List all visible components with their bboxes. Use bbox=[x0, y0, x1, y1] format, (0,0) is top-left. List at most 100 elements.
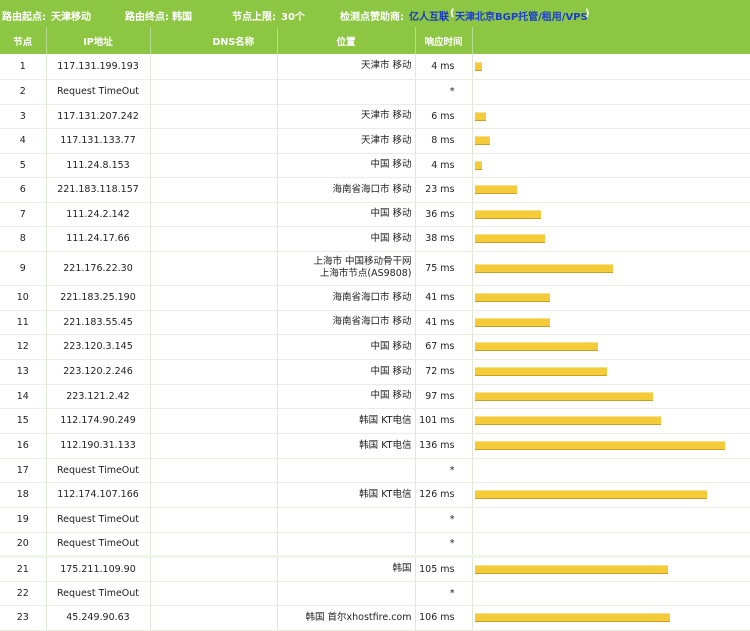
rtt-bar bbox=[474, 564, 668, 574]
location-cell bbox=[277, 581, 416, 606]
hop-cell: 23 bbox=[0, 605, 47, 631]
location-cell: 韩国 KT电信 bbox=[277, 433, 416, 459]
rtt-bar-cell bbox=[472, 384, 750, 409]
ip-cell: 223.120.3.145 bbox=[46, 334, 151, 360]
ip-cell: 117.131.207.242 bbox=[46, 104, 151, 129]
rtt-bar-cell bbox=[472, 202, 750, 227]
rtt-bar-cell bbox=[472, 310, 750, 335]
dns-cell bbox=[150, 334, 278, 360]
location-cell: 中国 移动 bbox=[277, 226, 416, 252]
rtt-bar bbox=[474, 490, 707, 499]
ip-cell: Request TimeOut bbox=[46, 581, 151, 606]
table-row: 15 112.174.90.249 韩国 KT电信 101 ms bbox=[0, 408, 750, 434]
location-line: 中国 移动 bbox=[370, 390, 412, 401]
table-row: 5 111.24.8.153 中国 移动 4 ms bbox=[0, 153, 750, 178]
hop-cell: 21 bbox=[0, 554, 47, 582]
rtt-bar-cell bbox=[472, 334, 750, 360]
rtt-bar-cell bbox=[472, 507, 750, 533]
ip-cell: 45.249.90.63 bbox=[46, 605, 151, 631]
rtt-bar-cell bbox=[472, 285, 750, 311]
rtt-cell: 126 ms bbox=[415, 482, 473, 508]
col-dns-header: DNS名称 bbox=[150, 27, 278, 54]
location-cell bbox=[277, 79, 416, 105]
location-line: 韩国 KT电信 bbox=[359, 488, 412, 500]
rtt-bar-cell bbox=[472, 79, 750, 105]
rtt-bar-cell bbox=[472, 408, 750, 434]
hop-cell: 17 bbox=[0, 458, 47, 483]
dns-cell bbox=[150, 433, 278, 459]
hop-cell: 4 bbox=[0, 128, 47, 154]
rtt-bar bbox=[474, 441, 725, 450]
ip-cell: 223.121.2.42 bbox=[46, 384, 151, 409]
hop-cell: 9 bbox=[0, 251, 47, 286]
rtt-cell: * bbox=[415, 79, 473, 105]
col-chart-header bbox=[472, 27, 750, 54]
rtt-bar-cell bbox=[472, 581, 750, 606]
table-row: 3 117.131.207.242 天津市 移动 6 ms bbox=[0, 104, 750, 129]
sponsor-link[interactable]: 亿人互联 bbox=[409, 12, 449, 23]
ip-cell: 112.174.107.166 bbox=[46, 482, 151, 508]
ip-cell: 221.183.25.190 bbox=[46, 285, 151, 311]
rtt-bar bbox=[474, 613, 670, 622]
origin-value: 天津移动 bbox=[51, 12, 91, 23]
location-cell: 中国 移动 bbox=[277, 359, 416, 385]
table-row: 21 175.211.109.90 韩国 105 ms bbox=[0, 554, 750, 582]
location-cell: 韩国 bbox=[277, 554, 416, 582]
rtt-bar-cell bbox=[472, 54, 750, 80]
location-cell: 海南省海口市 移动 bbox=[277, 310, 416, 335]
rtt-bar bbox=[474, 111, 486, 121]
rtt-bar-cell bbox=[472, 128, 750, 154]
dns-cell bbox=[150, 554, 278, 582]
traceroute-table: 节点 IP地址 DNS名称 位置 响应时间 1 117.131.199.193 天津… bbox=[0, 27, 750, 631]
rtt-bar-cell bbox=[472, 433, 750, 459]
dns-cell bbox=[150, 581, 278, 606]
table-row: 22 Request TimeOut * bbox=[0, 581, 750, 606]
ip-cell: 117.131.133.77 bbox=[46, 128, 151, 154]
rtt-cell: 97 ms bbox=[415, 384, 473, 409]
dns-cell bbox=[150, 79, 278, 105]
location-line: 中国 移动 bbox=[370, 159, 412, 170]
dns-cell bbox=[150, 458, 278, 483]
ip-cell: 111.24.17.66 bbox=[46, 226, 151, 252]
hop-cell: 15 bbox=[0, 408, 47, 434]
location-cell: 上海市 中国移动骨干网 上海市节点(AS9808) bbox=[277, 251, 416, 286]
col-rtt-header: 响应时间 bbox=[415, 27, 473, 54]
table-row: 16 112.190.31.133 韩国 KT电信 136 ms bbox=[0, 433, 750, 459]
ip-cell: Request TimeOut bbox=[46, 458, 151, 483]
location-line-2: 上海市节点(AS9808) bbox=[319, 268, 412, 279]
ip-cell: 175.211.109.90 bbox=[46, 554, 151, 582]
rtt-cell: 38 ms bbox=[415, 226, 473, 252]
ip-cell: 117.131.199.193 bbox=[46, 54, 151, 80]
dns-cell bbox=[150, 251, 278, 286]
dns-cell bbox=[150, 408, 278, 434]
rtt-bar bbox=[474, 317, 550, 327]
dns-cell bbox=[150, 507, 278, 533]
hop-cell: 1 bbox=[0, 54, 47, 80]
ip-cell: 223.120.2.246 bbox=[46, 359, 151, 385]
rtt-bar bbox=[474, 416, 661, 425]
table-header-row: 节点 IP地址 DNS名称 位置 响应时间 bbox=[0, 27, 750, 54]
rtt-cell: * bbox=[415, 532, 473, 557]
table-row: 10 221.183.25.190 海南省海口市 移动 41 ms bbox=[0, 285, 750, 311]
ip-cell: Request TimeOut bbox=[46, 79, 151, 105]
hop-cell: 16 bbox=[0, 433, 47, 459]
hop-cell: 6 bbox=[0, 177, 47, 203]
table-row: 7 111.24.2.142 中国 移动 36 ms bbox=[0, 202, 750, 227]
hop-cell: 8 bbox=[0, 226, 47, 252]
rtt-cell: 105 ms bbox=[415, 554, 473, 582]
rtt-bar bbox=[474, 234, 545, 243]
rtt-bar-cell bbox=[472, 226, 750, 252]
destination-label: 路由终点: bbox=[125, 12, 169, 23]
sponsor-desc-link[interactable]: 天津北京BGP托管/租用/VPS bbox=[455, 12, 588, 23]
location-cell: 中国 移动 bbox=[277, 202, 416, 227]
col-hop-header: 节点 bbox=[0, 27, 47, 54]
rtt-cell: 41 ms bbox=[415, 310, 473, 335]
location-cell bbox=[277, 507, 416, 533]
table-row: 18 112.174.107.166 韩国 KT电信 126 ms bbox=[0, 482, 750, 508]
sponsor-label: 检测点赞助商: bbox=[340, 12, 404, 23]
table-row: 13 223.120.2.246 中国 移动 72 ms bbox=[0, 359, 750, 385]
table-row: 20 Request TimeOut * bbox=[0, 532, 750, 557]
location-cell: 中国 移动 bbox=[277, 334, 416, 360]
location-line: 天津市 移动 bbox=[360, 60, 412, 72]
location-line: 中国 移动 bbox=[370, 365, 412, 377]
